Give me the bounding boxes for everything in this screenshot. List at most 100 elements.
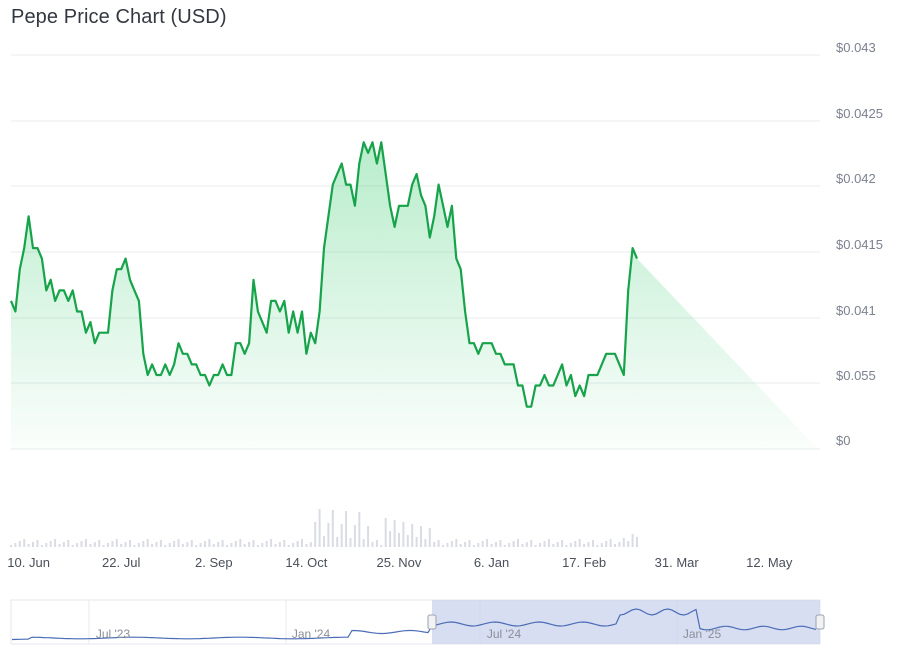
volume-bar <box>384 518 387 547</box>
navigator-right-handle[interactable] <box>815 614 825 630</box>
volume-bar <box>248 542 251 547</box>
volume-bars <box>10 509 638 547</box>
volume-bar <box>415 537 418 547</box>
navigator[interactable]: Jul '23 Jan '24 Jul '24 Jan '25 <box>10 599 825 645</box>
chart-title: Pepe Price Chart (USD) <box>11 6 227 28</box>
y-tick-label: $0.0425 <box>836 106 883 121</box>
volume-bar <box>274 544 277 547</box>
volume-bar <box>168 543 171 547</box>
volume-bar <box>181 544 184 547</box>
volume-bar <box>433 542 436 547</box>
volume-bar <box>349 538 352 547</box>
volume-bar <box>32 542 34 547</box>
y-tick-label: $0.042 <box>836 171 876 186</box>
volume-bar <box>71 545 74 547</box>
volume-bar <box>468 540 471 547</box>
volume-bar <box>243 544 246 547</box>
y-tick-label: $0.043 <box>836 40 876 55</box>
volume-bar <box>380 545 383 547</box>
volume-bar <box>569 543 572 547</box>
volume-bar <box>278 542 281 547</box>
volume-bar <box>234 541 237 547</box>
volume-bar <box>578 539 581 547</box>
volume-bar <box>217 542 220 547</box>
volume-bar <box>367 526 370 547</box>
volume-bar <box>353 525 356 547</box>
volume-bar <box>120 544 123 547</box>
volume-bar <box>287 545 290 547</box>
volume-bar <box>495 542 497 547</box>
volume-bar <box>283 540 286 547</box>
x-tick-label: 6. Jan <box>474 555 509 570</box>
volume-bar <box>477 543 480 547</box>
volume-bar <box>547 539 550 547</box>
x-tick-label: 10. Jun <box>7 555 50 570</box>
volume-bar <box>389 531 392 547</box>
volume-bar <box>10 545 12 547</box>
volume-bar <box>292 543 295 547</box>
volume-bar <box>186 542 189 547</box>
x-tick-label: 25. Nov <box>377 555 422 570</box>
volume-bar <box>314 522 317 547</box>
volume-bar <box>398 533 400 547</box>
volume-bar <box>490 544 493 547</box>
volume-bar <box>208 539 211 547</box>
volume-bar <box>345 511 348 547</box>
volume-bar <box>428 528 431 547</box>
volume-bar <box>614 544 616 547</box>
volume-bar <box>499 540 502 547</box>
x-tick-label: 12. May <box>746 555 793 570</box>
volume-bar <box>89 544 92 547</box>
volume-bar <box>486 539 489 547</box>
volume-bar <box>265 541 268 547</box>
volume-bar <box>481 541 484 547</box>
volume-bar <box>331 510 334 547</box>
volume-bar <box>36 540 39 547</box>
volume-bar <box>67 540 70 547</box>
volume-bar <box>133 545 136 547</box>
volume-bar <box>556 542 559 547</box>
volume-bar <box>173 541 176 547</box>
navigator-left-handle[interactable] <box>427 614 437 630</box>
volume-bar <box>23 539 26 547</box>
volume-bar <box>521 544 524 547</box>
volume-bar <box>54 539 57 547</box>
volume-bar <box>618 542 621 547</box>
volume-bar <box>565 545 568 547</box>
volume-bar <box>517 539 519 547</box>
volume-bar <box>574 541 577 547</box>
volume-bar <box>552 544 555 547</box>
volume-bar <box>146 539 149 547</box>
y-tick-label: $0.041 <box>836 303 876 318</box>
y-tick-label: $0.0415 <box>836 237 883 252</box>
volume-bar <box>49 541 52 547</box>
volume-bar <box>459 544 462 547</box>
volume-bar <box>159 540 162 547</box>
volume-bar <box>375 540 378 547</box>
volume-bar <box>252 540 255 547</box>
volume-bar <box>256 545 259 547</box>
volume-bar <box>309 542 312 547</box>
volume-bar <box>327 523 330 547</box>
volume-bar <box>455 539 458 547</box>
volume-bar <box>583 544 586 547</box>
volume-bar <box>340 524 343 547</box>
volume-bar <box>424 539 427 547</box>
volume-bar <box>450 541 453 547</box>
volume-bar <box>151 544 154 547</box>
volume-bar <box>177 539 180 547</box>
volume-bar <box>442 545 445 547</box>
volume-bar <box>561 540 564 547</box>
volume-bar <box>62 542 65 547</box>
volume-bar <box>605 541 608 547</box>
volume-bar <box>437 540 440 547</box>
volume-bar <box>40 545 43 547</box>
volume-bar <box>142 541 145 547</box>
volume-bar <box>230 543 233 547</box>
volume-bar <box>472 545 475 547</box>
volume-bar <box>58 544 61 547</box>
volume-bar <box>587 542 590 547</box>
price-line[interactable] <box>9 141 639 408</box>
volume-bar <box>239 539 242 547</box>
